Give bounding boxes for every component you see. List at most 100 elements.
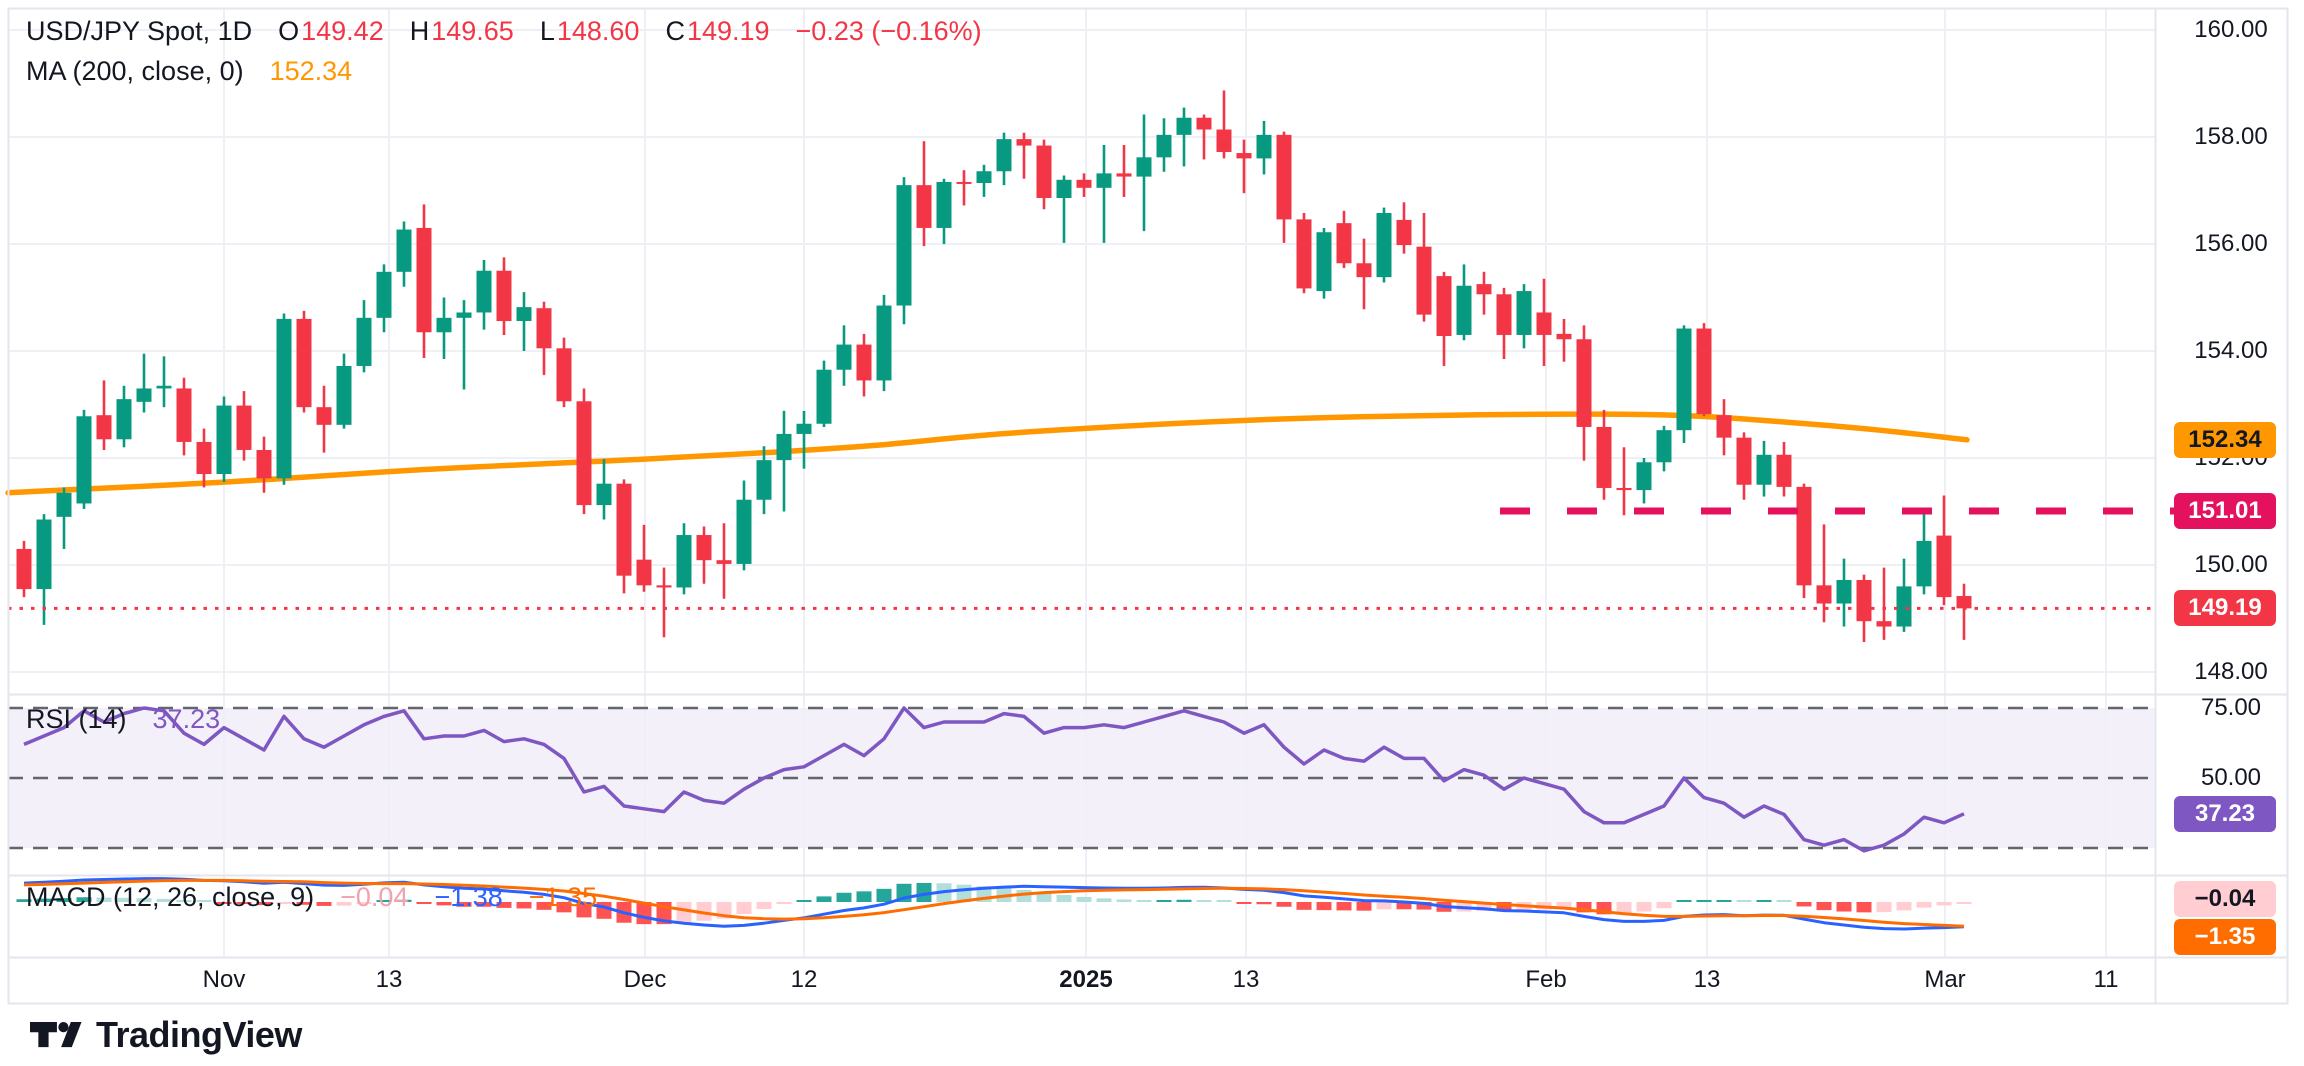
candle-body [1176, 117, 1192, 135]
symbol-title[interactable]: USD/JPY Spot, 1D [26, 16, 253, 46]
time-axis-label: Mar [1924, 966, 1966, 993]
price-tick-label: 150.00 [2194, 551, 2268, 578]
candle-body [776, 433, 792, 461]
time-axis-label: Nov [202, 966, 246, 993]
macd-hist-bar [76, 897, 92, 902]
candle-body [376, 271, 392, 318]
candle-body [516, 307, 532, 322]
macd-hist-bar [96, 897, 112, 902]
candle-body [1576, 339, 1592, 427]
ohlc-low: L 148.60 [539, 16, 640, 46]
macd-hist-bar [1496, 902, 1512, 912]
macd-hist-bar [1696, 900, 1712, 902]
macd-hist-bar [596, 902, 612, 919]
time-axis-label: 13 [1232, 966, 1260, 993]
macd-hist-bar [1196, 900, 1212, 902]
ohlc-high: H 149.65 [409, 16, 514, 46]
brand-name: TradingView [96, 1014, 302, 1055]
macd-hist-bar [516, 902, 532, 909]
rsi-value: 37.23 [152, 704, 221, 734]
macd-hist-bar [1136, 900, 1152, 902]
macd-legend[interactable]: MACD (12, 26, close, 9) −0.04 −1.38 −1.3… [26, 882, 597, 913]
candle-body [1156, 134, 1172, 158]
candle-body [1716, 415, 1732, 438]
price-tick-label: 154.00 [2194, 337, 2268, 364]
candle-body [1796, 486, 1812, 586]
macd-hist-bar [176, 900, 192, 902]
macd-hist-bar [1076, 896, 1092, 902]
candle-body [916, 185, 932, 228]
candle-body [856, 344, 872, 381]
macd-line [23, 877, 1965, 931]
macd-hist-bar [436, 902, 452, 906]
candle-body [756, 460, 772, 500]
candle-body [1316, 232, 1332, 292]
candle-body [1336, 223, 1352, 264]
macd-hist-bar [1296, 902, 1312, 910]
rsi-legend[interactable]: RSI (14) 37.23 [26, 704, 220, 735]
candle-body [1096, 173, 1112, 188]
macd-hist-bar [456, 902, 472, 907]
rsi-tick-label: 75.00 [2200, 694, 2262, 721]
macd-hist-bar [1616, 902, 1632, 915]
price-tick-label: 160.00 [2194, 16, 2268, 43]
candle-body [496, 270, 512, 322]
candle-body [956, 181, 972, 184]
candle-body [56, 492, 72, 517]
candle-body [1616, 487, 1632, 491]
candle-body [816, 369, 832, 424]
chart-frame [7, 7, 2289, 1005]
macd-hist-bar [1816, 902, 1832, 911]
macd-hist-bar [1936, 902, 1952, 906]
macd-hist-bar [1556, 902, 1572, 910]
macd-hist-bar [1956, 902, 1972, 904]
candle-body [1896, 586, 1912, 627]
macd-hist-bar [236, 902, 252, 904]
macd-hist-bar [1356, 902, 1372, 911]
candle-body [1516, 291, 1532, 335]
macd-hist-bar [1756, 900, 1772, 902]
ma200-line [5, 411, 1970, 496]
macd-hist-bar [1736, 900, 1752, 902]
macd-hist-bar [1776, 900, 1792, 902]
candle-body [196, 441, 212, 475]
macd-hist-bar [1836, 902, 1852, 912]
macd-hist-bar [1096, 898, 1112, 902]
macd-signal-line [23, 878, 1965, 928]
macd-hist-bar [696, 902, 712, 921]
candle-body [876, 305, 892, 381]
macd-hist-bar [1156, 900, 1172, 902]
macd-hist-bar [376, 900, 392, 902]
candle-body [1916, 540, 1932, 587]
macd-hist-bar [736, 902, 752, 915]
candle-body [1456, 285, 1472, 335]
candle-body [1136, 157, 1152, 177]
tradingview-logo[interactable]: TradingView [30, 1014, 302, 1056]
candle-body [1296, 219, 1312, 289]
macd-hist-bar [916, 882, 932, 902]
ma-legend[interactable]: MA (200, close, 0) 152.34 [26, 56, 352, 87]
price-tick-label: 148.00 [2194, 658, 2268, 685]
macd-hist-bar [356, 902, 372, 904]
macd-hist-bar [56, 898, 72, 902]
ma-value-badge: 152.34 [2174, 421, 2276, 458]
macd-hist-bar [1856, 902, 1872, 913]
macd-hist-bar [1216, 900, 1232, 902]
candle-body [396, 229, 412, 272]
price-tick-label: 156.00 [2194, 230, 2268, 257]
candle-body [1736, 437, 1752, 485]
macd-hist-bar [1236, 902, 1252, 904]
change-value: −0.23 (−0.16%) [795, 16, 982, 46]
candle-body [276, 318, 292, 479]
candle-body [836, 344, 852, 370]
candle-body [1476, 284, 1492, 295]
candle-body [796, 423, 812, 434]
tradingview-logo-icon [30, 1022, 82, 1048]
candles [16, 90, 1972, 643]
symbol-legend[interactable]: USD/JPY Spot, 1D O 149.42 H 149.65 L 148.60… [26, 16, 982, 47]
price-tick-label: 158.00 [2194, 123, 2268, 150]
candle-body [16, 548, 32, 590]
macd-hist-bar [1416, 902, 1432, 910]
candle-body [1956, 596, 1972, 609]
